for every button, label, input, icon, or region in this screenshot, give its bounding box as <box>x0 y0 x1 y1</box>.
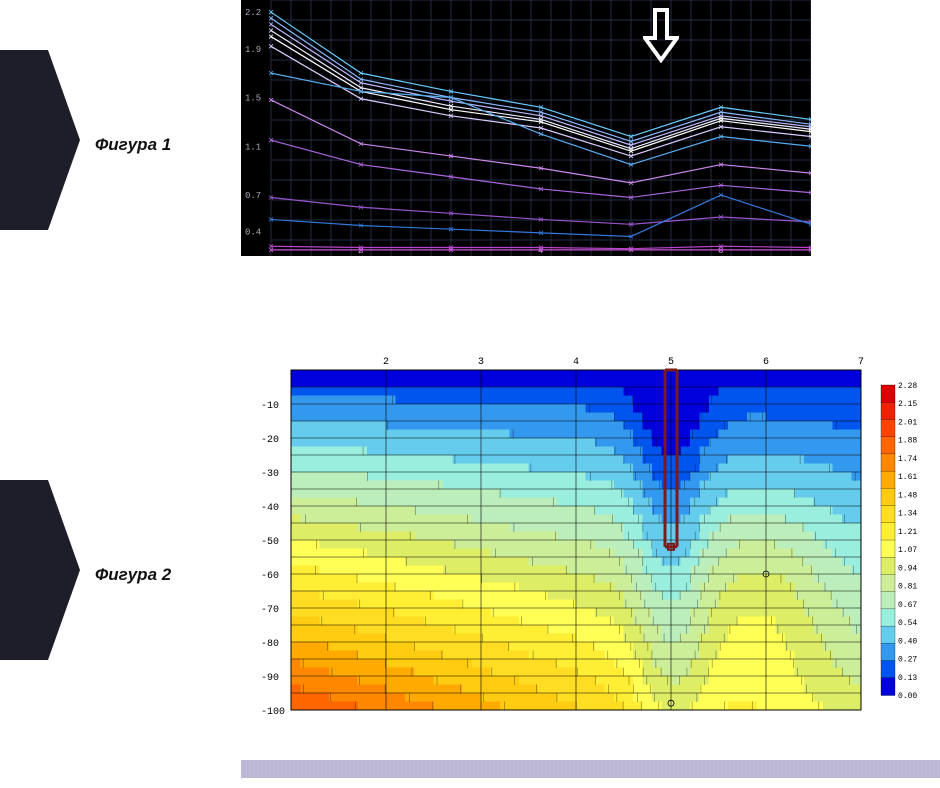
svg-text:0.4: 0.4 <box>245 228 261 238</box>
svg-text:0.13: 0.13 <box>898 674 917 683</box>
svg-text:0.00: 0.00 <box>898 692 917 701</box>
figure2-heatmap: 2 3 4 5 6 7 -10 -20 -30 -40 -50 -60 -70 -80 -90 -100 2.2… <box>241 350 940 720</box>
svg-text:7: 7 <box>858 357 864 368</box>
figure1-chart: 0.40.71.11.51.92.2246 <box>241 0 811 256</box>
svg-text:2.2: 2.2 <box>245 8 261 18</box>
svg-text:1.74: 1.74 <box>898 455 917 464</box>
svg-text:1.5: 1.5 <box>245 94 261 104</box>
svg-text:0.40: 0.40 <box>898 637 917 646</box>
pentagon-marker-1 <box>0 50 80 230</box>
svg-text:1.61: 1.61 <box>898 473 917 482</box>
svg-text:2.15: 2.15 <box>898 400 917 409</box>
svg-text:0.54: 0.54 <box>898 619 917 628</box>
svg-text:1.21: 1.21 <box>898 528 917 537</box>
svg-text:1.9: 1.9 <box>245 45 261 55</box>
svg-text:1.34: 1.34 <box>898 510 917 519</box>
svg-text:-60: -60 <box>261 571 279 582</box>
svg-text:-70: -70 <box>261 605 279 616</box>
svg-text:1.07: 1.07 <box>898 546 917 555</box>
svg-text:-10: -10 <box>261 401 279 412</box>
svg-text:3: 3 <box>478 357 484 368</box>
svg-text:0.7: 0.7 <box>245 191 261 201</box>
pentagon-marker-2 <box>0 480 80 660</box>
svg-text:1.88: 1.88 <box>898 437 917 446</box>
figure1-label: Фигура 1 <box>95 135 171 155</box>
svg-text:-80: -80 <box>261 639 279 650</box>
svg-text:-100: -100 <box>261 707 285 718</box>
figure2-svg: 2 3 4 5 6 7 -10 -20 -30 -40 -50 -60 -70 -80 -90 -100 2.2… <box>241 350 940 720</box>
svg-text:2.01: 2.01 <box>898 418 917 427</box>
figure1-svg: 0.40.71.11.51.92.2246 <box>241 0 811 256</box>
figure2-label: Фигура 2 <box>95 565 171 585</box>
svg-text:-20: -20 <box>261 435 279 446</box>
noise-strip <box>241 760 940 778</box>
svg-text:1.1: 1.1 <box>245 142 261 152</box>
svg-text:0.94: 0.94 <box>898 564 917 573</box>
svg-text:2: 2 <box>383 357 389 368</box>
svg-text:0.81: 0.81 <box>898 583 917 592</box>
svg-text:-90: -90 <box>261 673 279 684</box>
svg-text:0.27: 0.27 <box>898 656 917 665</box>
svg-text:4: 4 <box>573 357 579 368</box>
svg-text:-30: -30 <box>261 469 279 480</box>
svg-text:0.67: 0.67 <box>898 601 917 610</box>
svg-text:1.48: 1.48 <box>898 491 917 500</box>
svg-text:5: 5 <box>668 357 674 368</box>
svg-text:2.28: 2.28 <box>898 382 917 391</box>
svg-text:-40: -40 <box>261 503 279 514</box>
svg-text:-50: -50 <box>261 537 279 548</box>
svg-text:6: 6 <box>763 357 769 368</box>
